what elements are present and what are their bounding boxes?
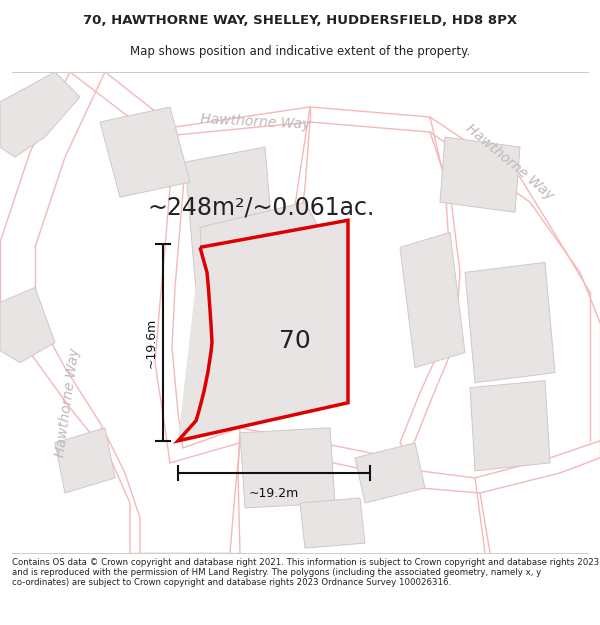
Polygon shape — [178, 220, 348, 441]
Text: Map shows position and indicative extent of the property.: Map shows position and indicative extent… — [130, 45, 470, 58]
Polygon shape — [200, 202, 330, 422]
Polygon shape — [465, 262, 555, 382]
Polygon shape — [55, 428, 115, 493]
Text: Contains OS data © Crown copyright and database right 2021. This information is : Contains OS data © Crown copyright and d… — [12, 558, 599, 588]
Polygon shape — [240, 428, 335, 508]
Text: Hawthorne Way: Hawthorne Way — [463, 121, 557, 203]
Polygon shape — [100, 107, 190, 198]
Text: 70, HAWTHORNE WAY, SHELLEY, HUDDERSFIELD, HD8 8PX: 70, HAWTHORNE WAY, SHELLEY, HUDDERSFIELD… — [83, 14, 517, 27]
Text: Hawthorne Way: Hawthorne Way — [53, 348, 83, 458]
Polygon shape — [355, 443, 425, 503]
Text: ~19.2m: ~19.2m — [249, 487, 299, 500]
Text: ~248m²/~0.061ac.: ~248m²/~0.061ac. — [148, 195, 376, 219]
Polygon shape — [0, 72, 80, 157]
PathPatch shape — [178, 220, 348, 441]
Polygon shape — [0, 288, 55, 362]
Polygon shape — [185, 147, 280, 338]
Text: Hawthorne Way: Hawthorne Way — [200, 112, 310, 132]
Text: 70: 70 — [279, 329, 311, 352]
Polygon shape — [470, 381, 550, 471]
Polygon shape — [440, 137, 520, 212]
Polygon shape — [300, 498, 365, 548]
Polygon shape — [400, 232, 465, 368]
Text: ~19.6m: ~19.6m — [145, 318, 158, 368]
